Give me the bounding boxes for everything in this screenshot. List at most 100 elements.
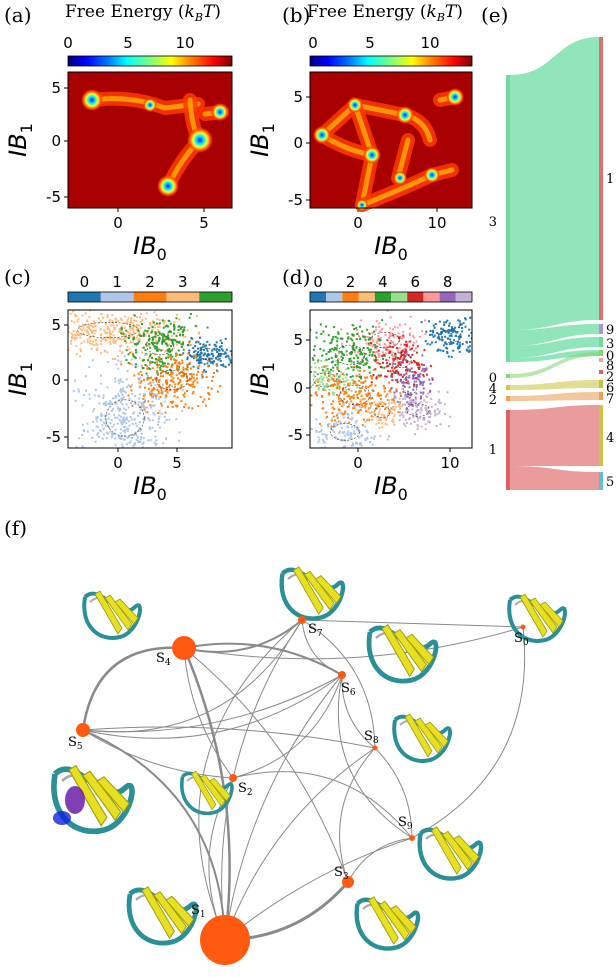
point xyxy=(386,394,388,396)
point xyxy=(243,354,245,356)
point xyxy=(128,407,130,409)
point xyxy=(125,422,127,424)
y-tick-label: 0 xyxy=(293,379,303,397)
point xyxy=(379,401,381,403)
colorbar-tick-label: 4 xyxy=(378,273,388,291)
point xyxy=(387,365,389,367)
point xyxy=(178,349,180,351)
point xyxy=(338,380,340,382)
point xyxy=(386,339,388,341)
point xyxy=(444,403,446,405)
point xyxy=(118,414,120,416)
point xyxy=(92,359,94,361)
point xyxy=(348,360,350,362)
point xyxy=(79,348,81,350)
point xyxy=(187,344,189,346)
point xyxy=(84,304,86,306)
point xyxy=(310,404,312,406)
network-node xyxy=(521,625,526,630)
point xyxy=(178,318,180,320)
point xyxy=(102,438,104,440)
point xyxy=(96,420,98,422)
point xyxy=(124,355,126,357)
point xyxy=(451,356,453,358)
point xyxy=(406,368,408,370)
point xyxy=(112,322,114,324)
x-tick-label: 0 xyxy=(113,214,123,232)
point xyxy=(430,365,432,367)
point xyxy=(174,359,176,361)
point xyxy=(199,337,201,339)
point xyxy=(329,385,331,387)
point xyxy=(399,411,401,413)
point xyxy=(313,375,315,377)
point xyxy=(158,340,160,342)
point xyxy=(389,335,391,337)
point xyxy=(165,372,167,374)
point xyxy=(134,395,136,397)
point xyxy=(430,383,432,385)
node-label-text: S xyxy=(334,865,343,880)
point xyxy=(207,387,209,389)
point xyxy=(479,329,481,331)
point xyxy=(426,374,428,376)
point xyxy=(427,393,429,395)
point xyxy=(418,378,420,380)
point xyxy=(475,345,477,347)
point xyxy=(415,340,417,342)
point xyxy=(434,327,436,329)
point xyxy=(105,323,107,325)
point xyxy=(397,365,399,367)
point xyxy=(185,368,187,370)
point xyxy=(130,359,132,361)
point xyxy=(209,344,211,346)
point xyxy=(421,330,423,332)
point xyxy=(205,345,207,347)
point xyxy=(395,379,397,381)
point xyxy=(223,365,225,367)
node-label-subscript: 3 xyxy=(343,872,349,882)
point xyxy=(95,389,97,391)
point xyxy=(446,351,448,353)
point xyxy=(459,346,461,348)
point xyxy=(394,354,396,356)
point xyxy=(404,396,406,398)
point xyxy=(429,421,431,423)
point xyxy=(417,404,419,406)
point xyxy=(359,370,361,372)
point xyxy=(141,352,143,354)
point xyxy=(146,365,148,367)
point xyxy=(384,408,386,410)
point xyxy=(129,363,131,365)
point xyxy=(389,370,391,372)
point xyxy=(170,354,172,356)
point xyxy=(127,337,129,339)
x-tick-label: 0 xyxy=(353,214,363,232)
point xyxy=(181,362,183,364)
point xyxy=(115,395,117,397)
point xyxy=(432,330,434,332)
sankey-flow xyxy=(510,466,599,490)
colorbar-cell xyxy=(326,292,342,302)
point xyxy=(197,341,199,343)
point xyxy=(158,416,160,418)
point xyxy=(149,364,151,366)
point xyxy=(82,404,84,406)
point xyxy=(108,418,110,420)
point xyxy=(311,366,313,368)
point xyxy=(147,439,149,441)
point xyxy=(449,416,451,418)
point xyxy=(397,381,399,383)
point xyxy=(48,335,50,337)
point xyxy=(338,408,340,410)
network-node xyxy=(200,915,250,965)
colorbar-tick-label: 5 xyxy=(365,34,375,52)
point xyxy=(409,333,411,335)
point xyxy=(85,312,87,314)
point xyxy=(417,366,419,368)
point xyxy=(379,376,381,378)
point xyxy=(375,378,377,380)
point xyxy=(126,403,128,405)
network-edge xyxy=(348,838,412,882)
point xyxy=(120,432,122,434)
